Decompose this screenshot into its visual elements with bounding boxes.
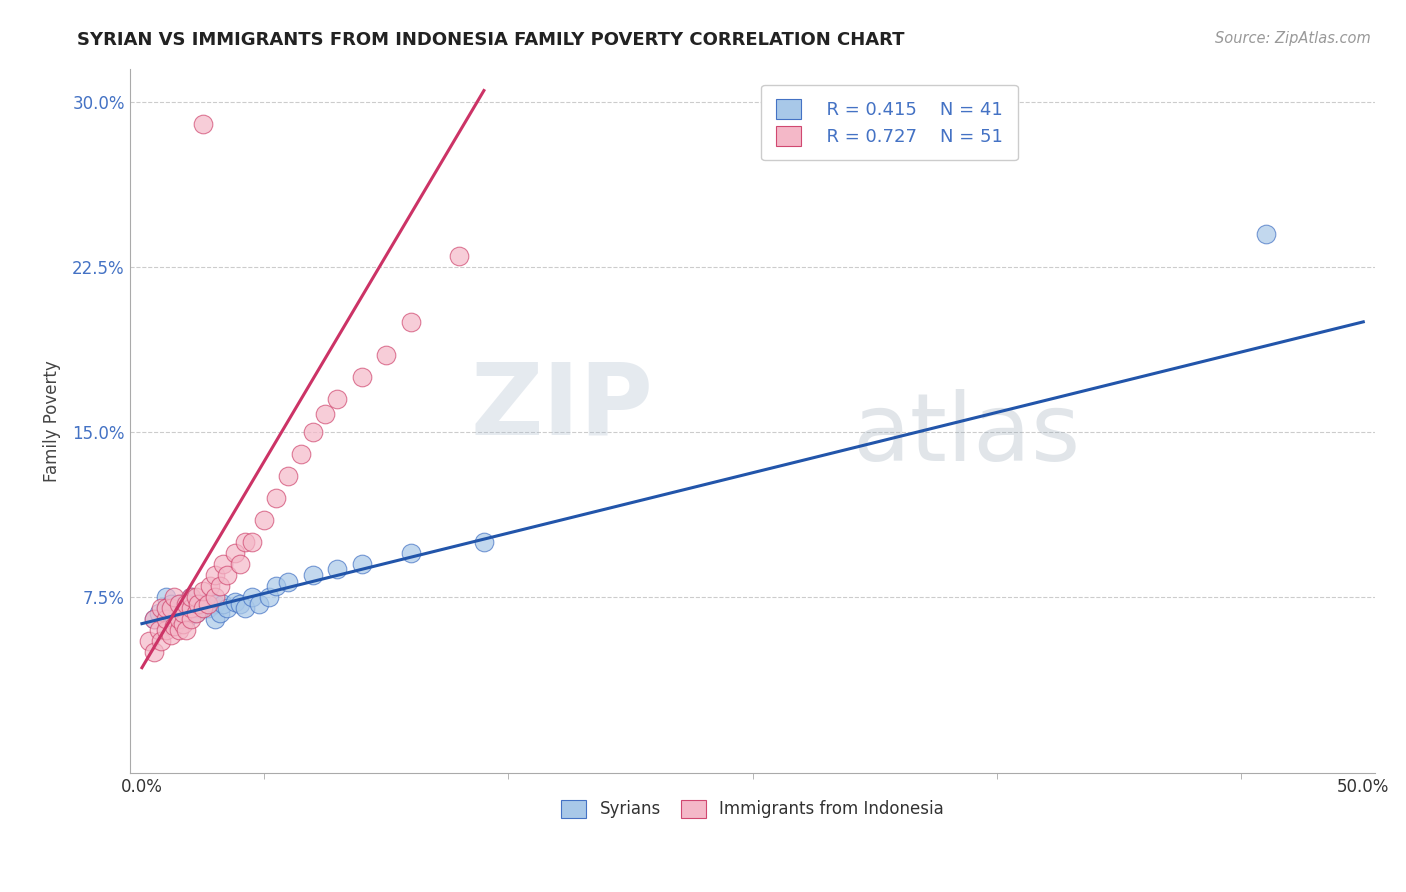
Point: [209, 606, 232, 620]
Text: Source: ZipAtlas.com: Source: ZipAtlas.com: [1215, 31, 1371, 46]
Point: [155, 601, 177, 615]
Point: [172, 601, 194, 615]
Point: [184, 601, 207, 615]
Point: [148, 624, 170, 638]
Point: [240, 591, 263, 605]
Point: [197, 601, 219, 615]
Point: [143, 612, 166, 626]
Point: [472, 535, 495, 549]
Point: [277, 574, 299, 589]
Point: [172, 616, 194, 631]
Point: [160, 597, 183, 611]
Point: [174, 624, 197, 638]
Point: [187, 601, 209, 615]
Point: [266, 579, 288, 593]
Point: [155, 624, 177, 638]
Point: [314, 408, 336, 422]
Point: [209, 579, 232, 593]
Point: [180, 612, 202, 626]
Point: [204, 568, 226, 582]
Point: [302, 425, 325, 439]
Point: [138, 634, 160, 648]
Point: [163, 612, 186, 626]
Point: [204, 612, 226, 626]
Point: [191, 601, 214, 615]
Point: [204, 591, 226, 605]
Point: [240, 535, 263, 549]
Point: [191, 583, 214, 598]
Point: [247, 597, 270, 611]
Point: [302, 568, 325, 582]
Point: [167, 606, 190, 620]
Point: [163, 591, 186, 605]
Point: [211, 597, 233, 611]
Point: [197, 597, 219, 611]
Point: [167, 624, 190, 638]
Point: [167, 597, 190, 611]
Point: [233, 535, 256, 549]
Point: [399, 546, 422, 560]
Point: [180, 591, 202, 605]
Point: [180, 606, 202, 620]
Point: [253, 513, 276, 527]
Point: [180, 591, 202, 605]
Point: [190, 597, 212, 611]
Point: [174, 594, 197, 608]
Point: [228, 557, 250, 571]
Point: [160, 627, 183, 641]
Point: [217, 568, 239, 582]
Point: [150, 634, 173, 648]
Point: [172, 606, 194, 620]
Point: [191, 597, 214, 611]
Point: [184, 591, 207, 605]
Point: [449, 249, 471, 263]
Point: [180, 601, 202, 615]
Point: [167, 612, 190, 626]
Point: [257, 591, 280, 605]
Point: [233, 601, 256, 615]
Text: ZIP: ZIP: [470, 359, 652, 456]
Point: [155, 601, 177, 615]
Point: [184, 606, 207, 620]
Point: [174, 612, 197, 626]
Point: [224, 546, 246, 560]
Point: [200, 594, 222, 608]
Text: SYRIAN VS IMMIGRANTS FROM INDONESIA FAMILY POVERTY CORRELATION CHART: SYRIAN VS IMMIGRANTS FROM INDONESIA FAMI…: [77, 31, 905, 49]
Point: [155, 612, 177, 626]
Point: [224, 594, 246, 608]
Point: [167, 597, 190, 611]
Point: [191, 601, 214, 615]
Point: [174, 597, 197, 611]
Point: [290, 447, 312, 461]
Text: atlas: atlas: [852, 389, 1081, 481]
Point: [155, 591, 177, 605]
Point: [375, 348, 398, 362]
Point: [143, 645, 166, 659]
Point: [200, 579, 222, 593]
Point: [350, 370, 373, 384]
Point: [143, 612, 166, 626]
Point: [266, 491, 288, 505]
Point: [191, 117, 214, 131]
Point: [228, 597, 250, 611]
Point: [148, 606, 170, 620]
Point: [163, 619, 186, 633]
Point: [277, 469, 299, 483]
Point: [184, 606, 207, 620]
Point: [1254, 227, 1277, 241]
Point: [180, 597, 202, 611]
Point: [326, 392, 349, 406]
Point: [217, 601, 239, 615]
Point: [187, 597, 209, 611]
Point: [204, 597, 226, 611]
Point: [211, 557, 233, 571]
Point: [326, 561, 349, 575]
Point: [160, 601, 183, 615]
Point: [399, 315, 422, 329]
Y-axis label: Family Poverty: Family Poverty: [44, 360, 60, 482]
Legend: Syrians, Immigrants from Indonesia: Syrians, Immigrants from Indonesia: [554, 793, 950, 825]
Point: [350, 557, 373, 571]
Point: [150, 601, 173, 615]
